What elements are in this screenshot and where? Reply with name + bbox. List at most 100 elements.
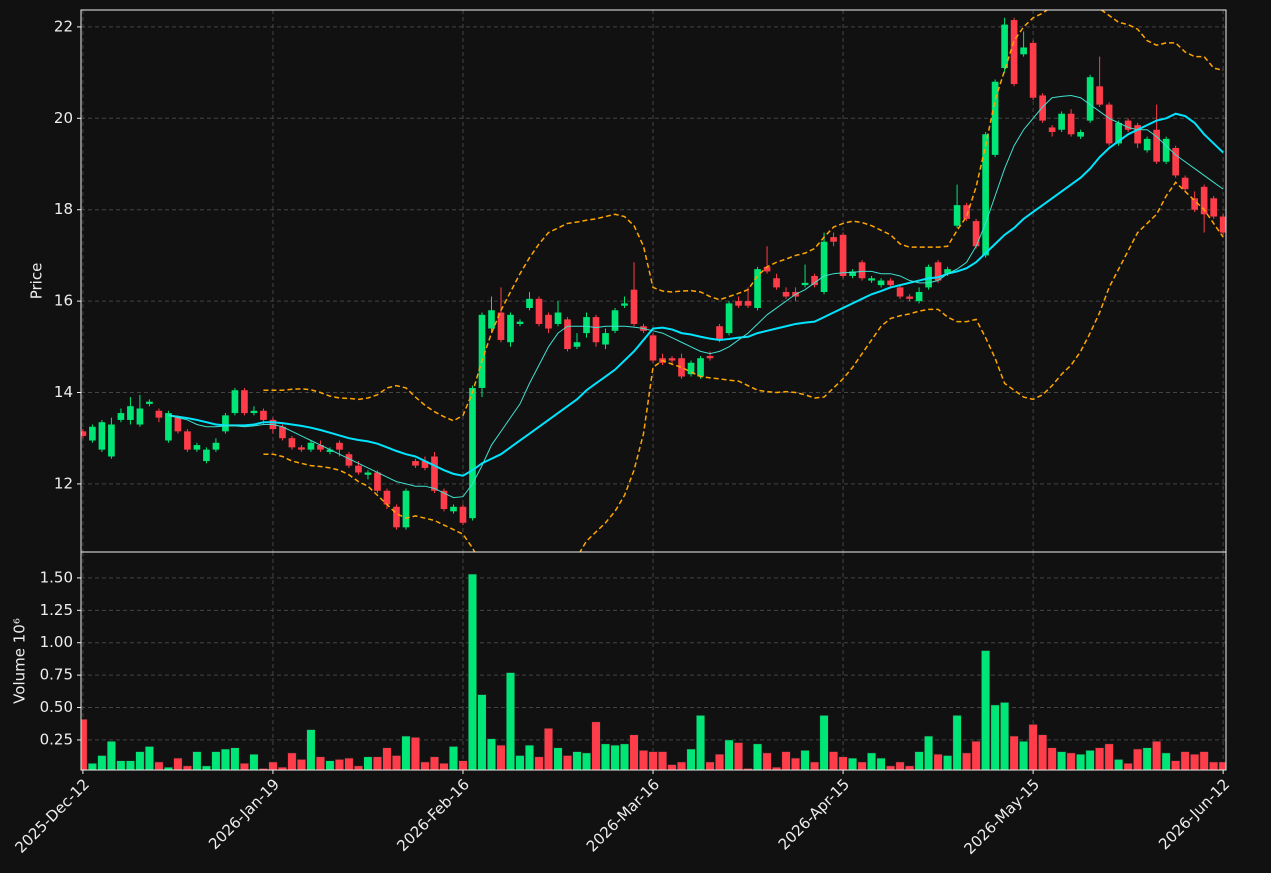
candle-body bbox=[706, 355, 714, 359]
volume-bar bbox=[420, 761, 430, 770]
candle-body bbox=[355, 465, 362, 473]
candle-body bbox=[222, 415, 229, 432]
volume-bar bbox=[1142, 747, 1152, 770]
candle-body bbox=[621, 303, 628, 306]
candle-body bbox=[1067, 113, 1075, 135]
volume-bar bbox=[762, 752, 772, 770]
volume-bar bbox=[325, 760, 335, 770]
candle-body bbox=[1115, 122, 1122, 144]
volume-bar bbox=[724, 739, 734, 770]
candle-body bbox=[402, 490, 410, 528]
candle-body bbox=[782, 291, 790, 297]
volume-bar bbox=[572, 751, 582, 770]
volume-bar bbox=[1019, 740, 1029, 770]
candle-body bbox=[1210, 198, 1217, 217]
y-tick-label: 1.25 bbox=[40, 601, 73, 619]
candle-body bbox=[478, 314, 486, 388]
candle-body bbox=[1181, 177, 1189, 190]
volume-bar bbox=[135, 751, 145, 770]
volume-bar bbox=[1171, 760, 1181, 770]
volume-bar bbox=[287, 752, 297, 770]
candle-body bbox=[1153, 129, 1160, 162]
candle-body bbox=[203, 449, 210, 462]
candle-body bbox=[193, 445, 201, 450]
volume-bar bbox=[1199, 751, 1209, 770]
candle-body bbox=[108, 424, 115, 457]
candle-body bbox=[1143, 138, 1151, 151]
y-tick-label: 22 bbox=[54, 17, 73, 35]
volume-bar bbox=[410, 737, 421, 770]
candle-body bbox=[934, 262, 942, 281]
volume-bar bbox=[1133, 748, 1143, 770]
candle-body bbox=[982, 134, 989, 256]
volume-bar bbox=[230, 747, 240, 770]
candle-body bbox=[136, 408, 144, 425]
candle-body bbox=[763, 266, 771, 272]
volume-bar bbox=[705, 761, 715, 770]
volume-bar bbox=[847, 757, 858, 770]
volume-bar bbox=[876, 757, 886, 770]
volume-bar bbox=[648, 751, 658, 770]
candle-body bbox=[735, 301, 742, 306]
candle-body bbox=[849, 271, 856, 276]
candle-body bbox=[545, 314, 552, 329]
panel bbox=[81, 10, 1226, 552]
candle-body bbox=[174, 417, 182, 432]
candle-body bbox=[944, 269, 951, 274]
volume-bar bbox=[448, 746, 459, 770]
candle-body bbox=[260, 410, 267, 420]
candle-body bbox=[241, 390, 248, 414]
candle-body bbox=[963, 205, 970, 219]
candle-body bbox=[773, 278, 780, 288]
volume-bar bbox=[116, 760, 126, 770]
candle-body bbox=[117, 413, 125, 420]
candle-body bbox=[687, 362, 695, 375]
candle-body bbox=[1219, 216, 1226, 233]
candle-body bbox=[953, 205, 961, 226]
y-tick-label: 16 bbox=[54, 292, 73, 310]
y-tick-label: 1.50 bbox=[40, 568, 73, 586]
volume-bar bbox=[515, 755, 525, 770]
candle-body bbox=[611, 310, 619, 331]
volume-bar bbox=[714, 753, 725, 770]
volume-bar bbox=[828, 751, 839, 770]
candle-body bbox=[678, 358, 685, 377]
volume-bar bbox=[87, 762, 97, 770]
candle-body bbox=[915, 291, 923, 302]
volume-bar bbox=[458, 760, 468, 770]
volume-bar bbox=[1209, 761, 1219, 770]
volume-bar bbox=[667, 764, 677, 770]
candle-body bbox=[279, 426, 286, 439]
candle-body bbox=[725, 303, 733, 334]
volume-bar bbox=[838, 756, 848, 770]
volume-bar bbox=[125, 760, 135, 770]
y-tick-label: 18 bbox=[54, 200, 73, 218]
volume-bar bbox=[401, 735, 411, 770]
volume-bar bbox=[790, 757, 801, 770]
volume-bar bbox=[886, 765, 896, 770]
volume-bar bbox=[154, 761, 164, 770]
y-tick-label: 0.50 bbox=[40, 698, 73, 716]
volume-bar bbox=[211, 751, 221, 770]
candle-body bbox=[421, 461, 429, 468]
volume-bar bbox=[315, 756, 326, 770]
candle-body bbox=[573, 342, 581, 347]
volume-bar bbox=[781, 751, 791, 770]
y-tick-label: 1.00 bbox=[40, 633, 73, 651]
volume-bar bbox=[981, 650, 991, 770]
candle-body bbox=[896, 287, 904, 297]
candle-body bbox=[507, 314, 514, 343]
candle-body bbox=[440, 490, 448, 510]
candle-body bbox=[1162, 138, 1170, 162]
volume-bar bbox=[1190, 753, 1200, 770]
candle-body bbox=[1134, 125, 1141, 144]
volume-bar bbox=[1066, 752, 1076, 770]
line bbox=[263, 181, 1224, 552]
candle-body bbox=[716, 326, 723, 340]
volume-bar bbox=[382, 747, 392, 770]
candle-body bbox=[383, 490, 391, 505]
volume-bar bbox=[363, 756, 373, 770]
volume-bar bbox=[353, 765, 364, 770]
candle-body bbox=[820, 241, 828, 292]
